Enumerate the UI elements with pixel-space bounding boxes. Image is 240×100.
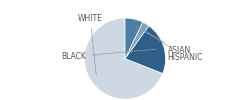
Text: BLACK: BLACK xyxy=(62,49,155,61)
Text: WHITE: WHITE xyxy=(78,14,103,75)
Wedge shape xyxy=(125,22,149,59)
Wedge shape xyxy=(125,18,143,59)
Wedge shape xyxy=(84,18,163,99)
Wedge shape xyxy=(125,26,166,74)
Text: ASIAN: ASIAN xyxy=(135,26,191,55)
Text: HISPANIC: HISPANIC xyxy=(145,31,203,62)
